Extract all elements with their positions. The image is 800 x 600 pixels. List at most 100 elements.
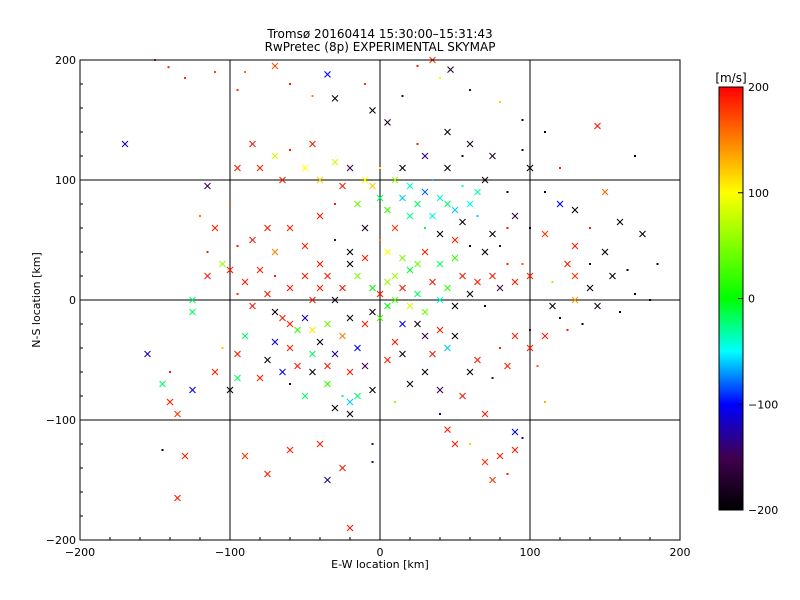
data-point-x xyxy=(286,446,294,454)
data-point-x xyxy=(481,458,489,466)
data-point-x xyxy=(144,350,151,358)
data-point-dot xyxy=(371,461,374,463)
data-point-x xyxy=(571,242,579,250)
data-point-x xyxy=(346,368,354,376)
data-point-dot xyxy=(634,293,636,295)
data-point-x xyxy=(354,272,361,280)
data-point-x xyxy=(324,71,331,78)
data-point-x xyxy=(174,494,181,502)
data-point-x xyxy=(309,350,316,358)
colorbar-tick-label: 0 xyxy=(748,293,755,306)
data-point-x xyxy=(384,278,391,286)
data-point-dot xyxy=(544,401,546,403)
data-point-x xyxy=(286,320,294,328)
data-point-x xyxy=(421,368,429,376)
data-point-x xyxy=(316,284,324,292)
data-point-dot xyxy=(214,71,216,73)
data-point-dot xyxy=(289,83,291,85)
chart-title: Tromsø 20160414 15:30:00–15:31:43 xyxy=(266,27,492,41)
data-point-x xyxy=(316,440,324,448)
data-point-x xyxy=(399,194,406,202)
data-point-dot xyxy=(536,365,539,367)
data-point-dot xyxy=(529,227,531,229)
data-point-x xyxy=(594,302,601,310)
data-point-x xyxy=(279,176,286,184)
data-point-x xyxy=(301,392,309,400)
data-point-x xyxy=(601,248,609,256)
data-point-x xyxy=(414,320,421,328)
data-point-dot xyxy=(469,89,471,91)
data-point-x xyxy=(399,254,406,262)
data-point-x xyxy=(256,164,264,172)
data-point-dot xyxy=(169,371,171,373)
data-point-x xyxy=(316,176,324,184)
data-point-dot xyxy=(619,311,621,313)
data-point-dot xyxy=(484,305,486,307)
data-point-x xyxy=(204,182,211,190)
data-point-x xyxy=(324,380,331,388)
data-point-x xyxy=(639,230,646,238)
data-point-x xyxy=(361,362,369,370)
y-axis-label: N-S location [km] xyxy=(30,252,43,348)
data-point-x xyxy=(459,272,466,280)
data-point-dot xyxy=(416,143,419,145)
y-tick-label: 200 xyxy=(55,54,76,67)
data-point-x xyxy=(474,278,481,286)
data-point-dot xyxy=(649,299,651,301)
data-point-x xyxy=(346,260,354,268)
data-point-x xyxy=(354,200,361,208)
data-point-dot xyxy=(461,155,464,157)
data-point-dot xyxy=(544,131,546,133)
data-point-x xyxy=(384,248,391,256)
data-point-dot xyxy=(184,77,186,79)
data-point-dot xyxy=(341,395,344,397)
data-point-x xyxy=(511,212,519,220)
data-point-x xyxy=(301,242,309,250)
data-points xyxy=(121,56,659,532)
data-point-x xyxy=(459,392,466,400)
data-point-x xyxy=(406,212,414,220)
data-point-x xyxy=(511,332,519,340)
data-point-x xyxy=(436,296,444,304)
data-point-x xyxy=(526,164,534,172)
data-point-dot xyxy=(236,245,239,247)
data-point-x xyxy=(421,188,429,196)
data-point-dot xyxy=(581,323,584,325)
chart-subtitle: RwPretec (8p) EXPERIMENTAL SKYMAP xyxy=(265,40,496,54)
data-point-x xyxy=(346,248,354,256)
data-point-x xyxy=(339,182,346,190)
data-point-dot xyxy=(431,179,434,181)
data-point-x xyxy=(466,140,474,148)
data-point-dot xyxy=(439,413,441,415)
data-point-dot xyxy=(521,149,524,151)
data-point-dot xyxy=(634,155,636,157)
data-point-x xyxy=(324,320,331,328)
data-point-x xyxy=(451,206,459,214)
data-point-dot xyxy=(379,239,381,241)
data-point-x xyxy=(279,368,286,376)
data-point-x xyxy=(309,368,316,376)
data-point-x xyxy=(391,296,399,304)
data-point-x xyxy=(324,476,331,484)
data-point-x xyxy=(354,344,361,352)
data-point-dot xyxy=(521,263,524,265)
data-point-x xyxy=(586,284,594,292)
data-point-x xyxy=(391,224,399,232)
data-point-x xyxy=(331,158,339,166)
data-point-x xyxy=(451,332,459,340)
data-point-x xyxy=(466,200,474,208)
data-point-x xyxy=(211,368,219,376)
data-point-x xyxy=(406,266,414,274)
data-point-dot xyxy=(499,245,501,247)
x-tick-label: −200 xyxy=(65,546,95,559)
data-point-dot xyxy=(289,383,291,385)
colorbar-tick-label: −200 xyxy=(748,504,778,517)
data-point-x xyxy=(271,338,279,346)
data-point-dot xyxy=(499,347,501,349)
colorbar-tick-label: −100 xyxy=(748,398,778,411)
data-point-x xyxy=(271,152,279,160)
data-point-dot xyxy=(439,77,441,79)
data-point-dot xyxy=(221,347,224,349)
data-point-dot xyxy=(499,101,501,103)
data-point-x xyxy=(226,386,234,394)
